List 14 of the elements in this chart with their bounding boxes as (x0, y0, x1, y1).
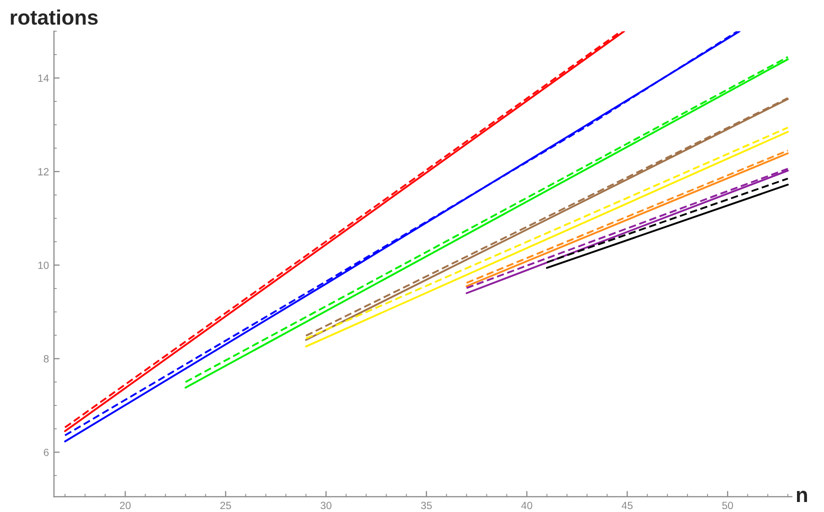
x-tick-label: 45 (622, 502, 633, 510)
y-tick-label: 14 (38, 74, 49, 82)
x-tick-label: 30 (320, 502, 332, 510)
y-tick-label: 12 (38, 168, 49, 176)
x-tick-label: 35 (421, 502, 432, 510)
y-tick-label: 10 (38, 262, 49, 269)
x-tick-label: 20 (120, 502, 131, 510)
y-tick-label: 8 (44, 355, 49, 363)
x-tick-label: 25 (220, 502, 231, 510)
y-tick-label: 6 (44, 448, 49, 456)
x-tick-label: 40 (521, 502, 532, 510)
x-tick-label: 50 (722, 502, 733, 510)
x-axis-title: n (796, 490, 807, 502)
y-axis-title: rotations (10, 9, 98, 25)
